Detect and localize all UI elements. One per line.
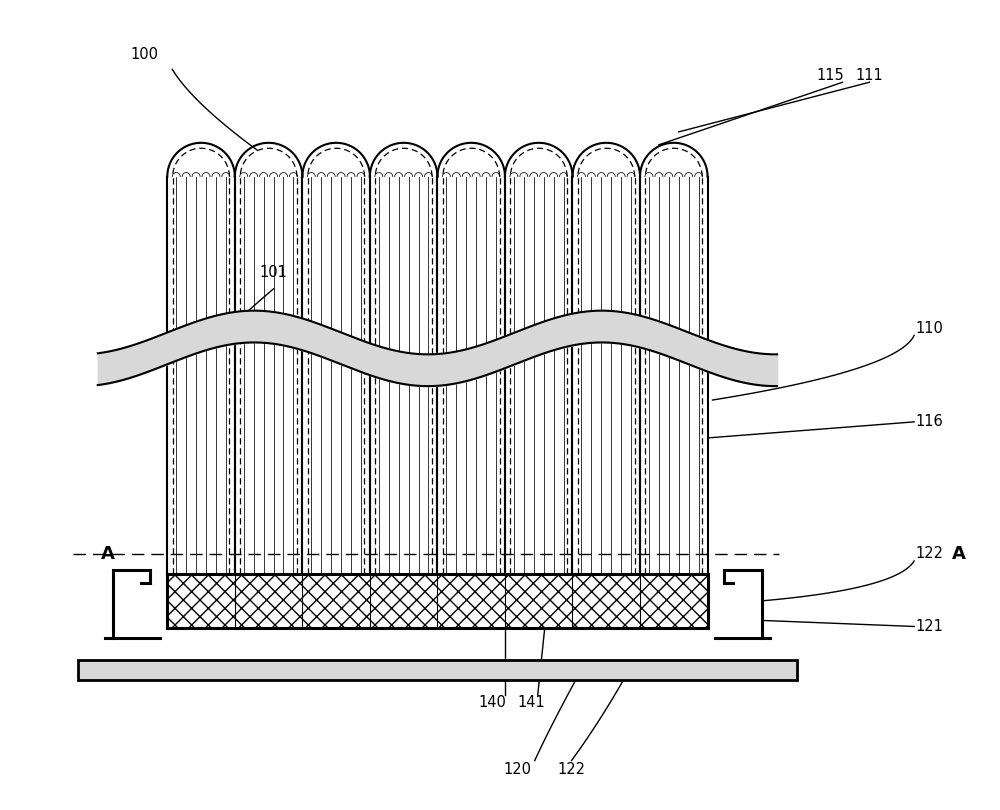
Text: 121: 121 [915,619,943,634]
Bar [167,573,708,629]
Text: A: A [101,545,115,563]
Text: 116: 116 [915,415,943,429]
Text: 141: 141 [518,696,546,710]
Text: 100: 100 [130,47,158,62]
Text: 101: 101 [260,266,288,280]
Text: 122: 122 [915,547,943,561]
Bar [78,660,797,680]
Text: 110: 110 [915,321,943,336]
Text: 115: 115 [817,68,845,83]
Text: A: A [952,545,966,563]
Text: 111: 111 [856,68,883,83]
Text: 120: 120 [504,762,532,777]
Text: 140: 140 [478,696,506,710]
Text: 122: 122 [558,762,586,777]
